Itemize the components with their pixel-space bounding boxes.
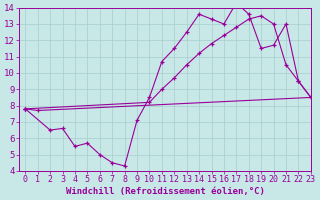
X-axis label: Windchill (Refroidissement éolien,°C): Windchill (Refroidissement éolien,°C) <box>66 187 264 196</box>
